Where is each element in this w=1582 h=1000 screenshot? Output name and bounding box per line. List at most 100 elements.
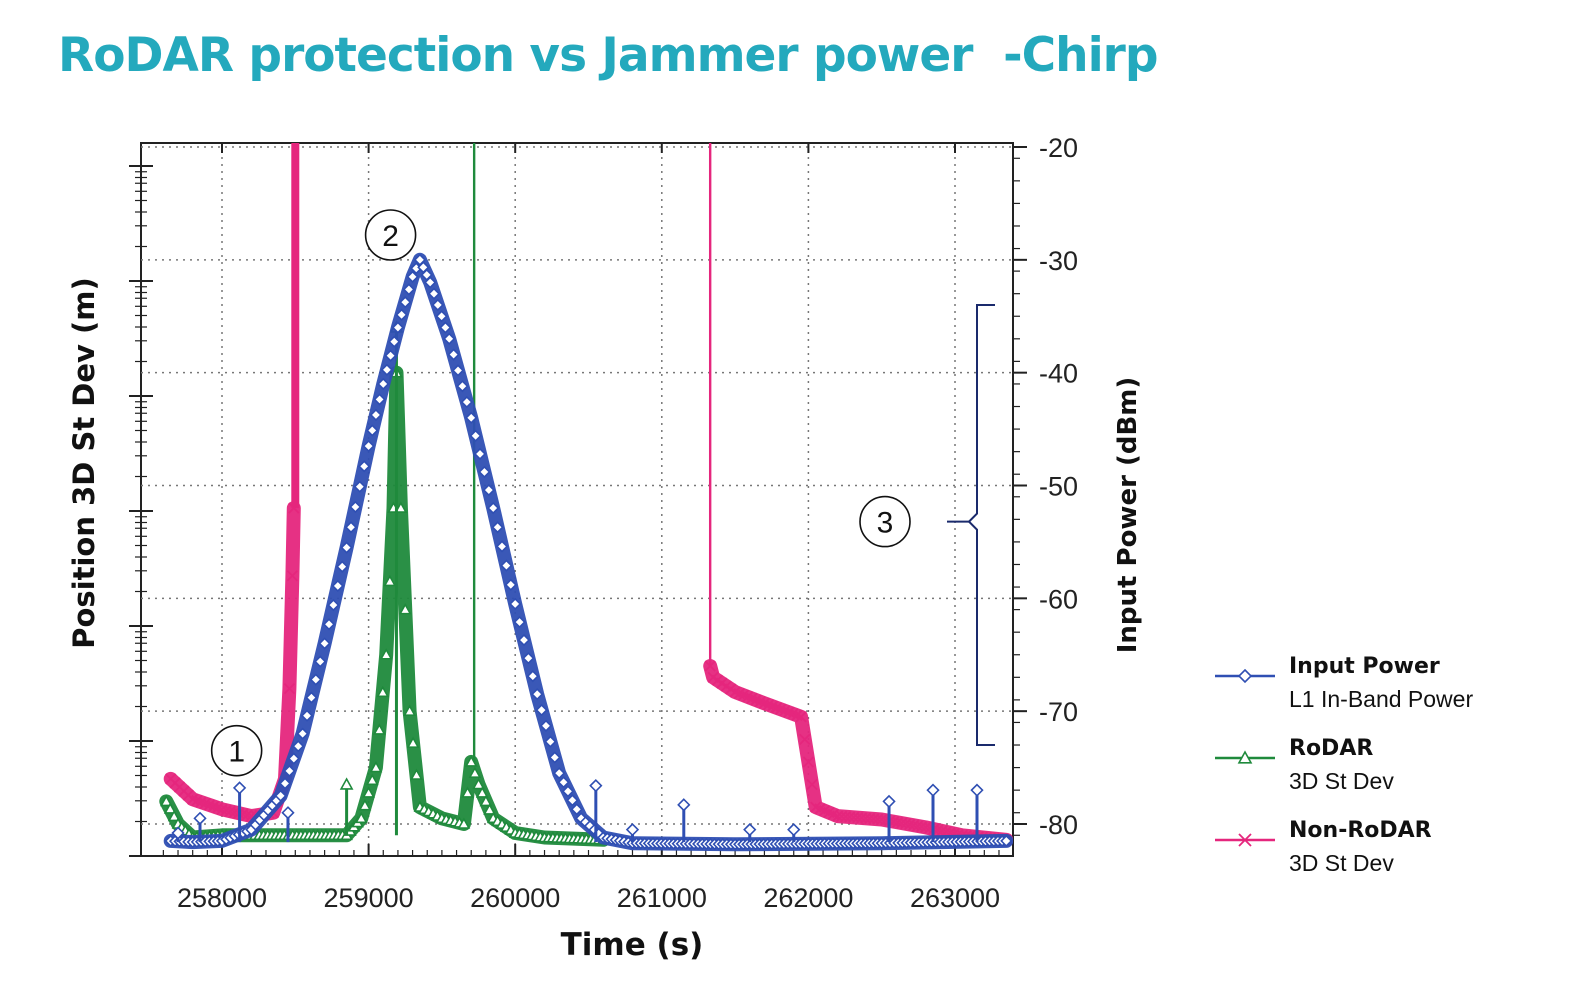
rodar-point [472, 777, 485, 790]
chart-title: RoDAR protection vs Jammer power -Chirp [58, 28, 1158, 83]
input-power-point [283, 764, 296, 778]
rodar-point [358, 799, 372, 811]
input-power-point [344, 521, 358, 534]
legend-subtitle: L1 In-Band Power [1289, 686, 1474, 712]
non-rodar-point [241, 809, 253, 821]
rodar-point [354, 811, 368, 824]
input-power-point [380, 363, 394, 376]
rodar-point [369, 760, 383, 773]
rodar-point [398, 602, 412, 615]
non-rodar-point [228, 806, 241, 818]
legend-item-input-power: Input Power L1 In-Band Power [1215, 650, 1555, 732]
x-tick-label: 259000 [324, 883, 414, 913]
annotation-label-3: 3 [877, 507, 894, 540]
input-power-point [487, 501, 500, 515]
annotation-circle-2 [364, 209, 417, 261]
legend-name: Non-RoDAR [1289, 818, 1432, 843]
input-power-point [465, 411, 478, 424]
axis-ticks [129, 143, 1027, 857]
input-power-point [369, 408, 383, 422]
x-tick-label: 261000 [617, 883, 707, 913]
rodar-point [376, 685, 390, 698]
input-power-point [305, 691, 318, 704]
x-tick-label: 262000 [763, 883, 853, 913]
input-power-point [391, 321, 405, 334]
input-power-point [544, 735, 557, 748]
input-power-point [561, 785, 575, 798]
input-power-point [553, 767, 566, 780]
y-right-tick-label: -30 [1039, 246, 1078, 276]
input-power-point [439, 321, 452, 334]
input-power-point [274, 789, 287, 802]
rodar-point [406, 736, 420, 748]
non-rodar-point [283, 682, 296, 695]
legend-subtitle: 3D St Dev [1289, 768, 1394, 794]
input-power-point [377, 377, 390, 391]
input-power-point [427, 287, 441, 300]
rodar-point [362, 786, 375, 798]
rodar-point [457, 817, 471, 829]
input-power-point [424, 276, 437, 289]
input-power-point [522, 652, 535, 665]
rodar-point [483, 803, 496, 815]
input-power-point [331, 579, 344, 593]
annotation-circle-3 [859, 495, 911, 548]
rodar-point [403, 704, 417, 716]
input-power-point [531, 688, 544, 701]
input-power-spike-point [926, 783, 940, 797]
non-rodar-point [806, 778, 818, 791]
input-power-spike-point [193, 811, 207, 825]
triangle-marker-icon [1237, 750, 1253, 764]
y-right-tick-label: -70 [1039, 697, 1078, 727]
annotation-circle-1 [210, 724, 263, 777]
annotation-label-1: 1 [228, 736, 245, 769]
rodar-point [365, 773, 379, 786]
input-power-point [399, 296, 412, 309]
input-power-point [1000, 834, 1013, 848]
input-power-point [292, 740, 305, 753]
input-power-spike-point [970, 783, 984, 797]
legend-name: RoDAR [1289, 736, 1374, 761]
non-rodar-point [220, 804, 232, 816]
x-axis-title: Time (s) [561, 927, 704, 963]
input-power-point [358, 460, 371, 473]
input-power-point [318, 637, 331, 650]
input-power-point [447, 348, 460, 361]
non-rodar-point [216, 803, 228, 815]
input-power-point [373, 393, 386, 406]
input-power-point [509, 597, 522, 611]
non-rodar-point [799, 733, 811, 746]
rodar-point [372, 723, 386, 735]
input-power-point [349, 500, 362, 514]
rodar-point [383, 574, 397, 587]
non-rodar-point [795, 711, 807, 723]
rodar-point [479, 794, 493, 807]
input-power-point [500, 559, 513, 572]
legend-subtitle: 3D St Dev [1289, 850, 1394, 876]
input-power-spike-point [281, 806, 295, 820]
legend-name: Input Power [1289, 654, 1440, 679]
y-axis-title-left: Position 3D St Dev (m) [67, 277, 101, 649]
input-power-point [366, 424, 379, 437]
non-rodar-point [802, 756, 815, 768]
x-tick-label: 260000 [470, 883, 560, 913]
rodar-point [394, 501, 408, 513]
input-power-point [322, 618, 336, 631]
input-power-point [300, 709, 314, 722]
input-power-point [296, 727, 309, 740]
x-tick-label: 263000 [910, 883, 1000, 913]
input-power-point [353, 480, 366, 493]
input-power-point [336, 560, 349, 573]
legend-swatch-input-power [1215, 668, 1275, 684]
input-power-spike-point [625, 823, 640, 837]
input-power-point [309, 673, 322, 686]
input-power-point [384, 349, 397, 362]
non-rodar-point [224, 805, 237, 817]
rodar-point [475, 786, 489, 798]
input-power-point [456, 380, 469, 393]
input-power-spike-point [677, 798, 691, 812]
input-power-point [526, 670, 539, 683]
rodar-point [379, 648, 393, 660]
input-power-point [287, 752, 300, 765]
